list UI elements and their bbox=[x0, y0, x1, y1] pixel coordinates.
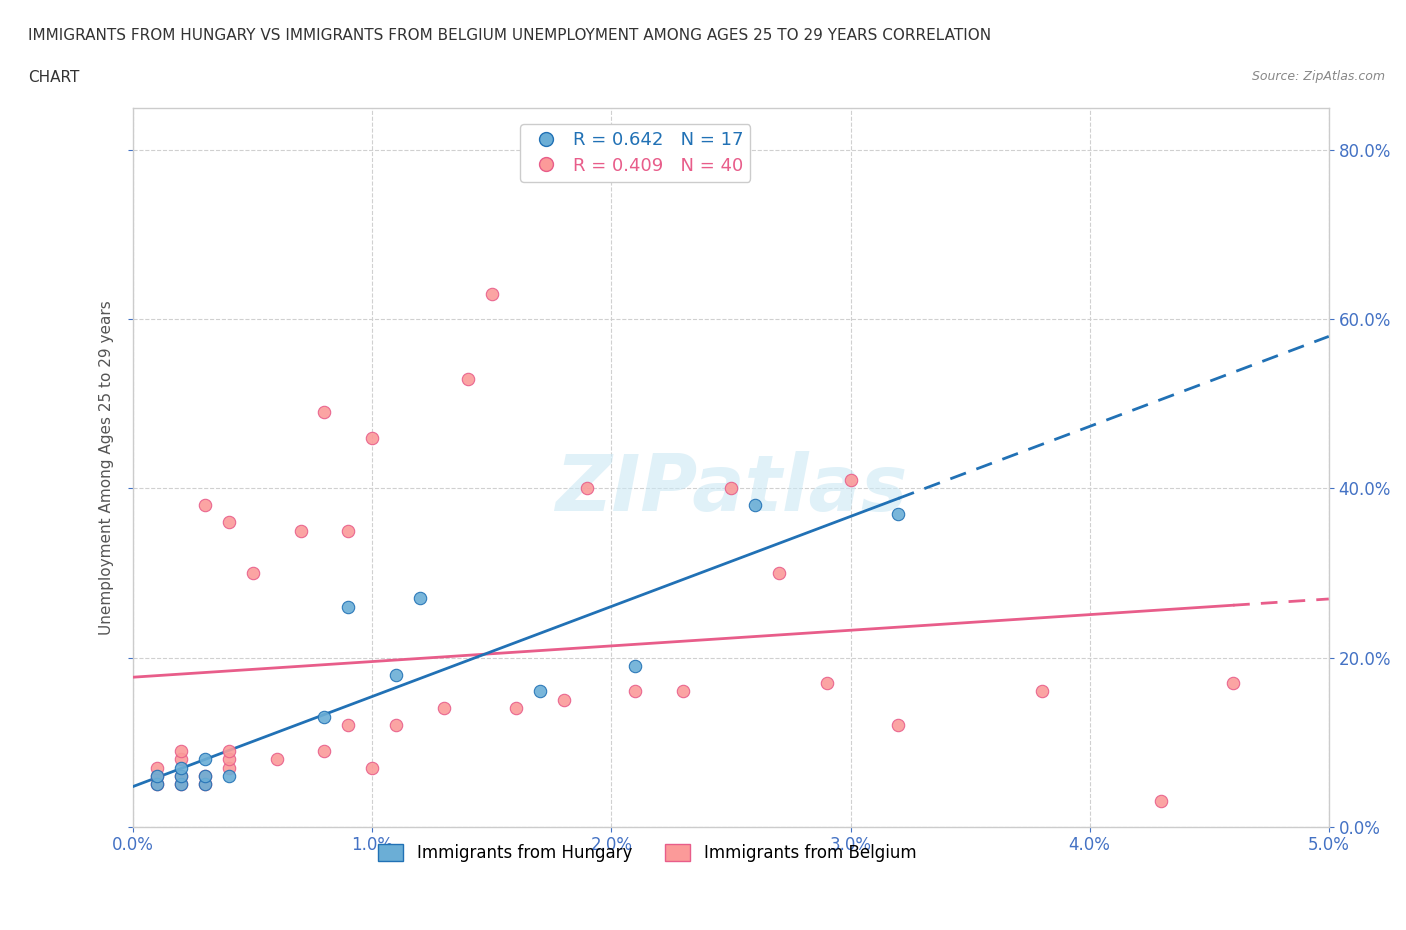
Point bbox=[624, 658, 647, 673]
Point bbox=[433, 701, 456, 716]
Point bbox=[266, 751, 288, 766]
Point bbox=[314, 405, 336, 419]
Point bbox=[815, 675, 838, 690]
Point bbox=[194, 768, 217, 783]
Point bbox=[218, 751, 240, 766]
Point bbox=[337, 600, 360, 615]
Point bbox=[361, 760, 384, 775]
Point bbox=[242, 565, 264, 580]
Point bbox=[887, 718, 910, 733]
Point bbox=[194, 777, 217, 791]
Point bbox=[457, 371, 479, 386]
Point bbox=[194, 777, 217, 791]
Point bbox=[361, 431, 384, 445]
Point bbox=[146, 777, 169, 791]
Point bbox=[839, 472, 862, 487]
Text: IMMIGRANTS FROM HUNGARY VS IMMIGRANTS FROM BELGIUM UNEMPLOYMENT AMONG AGES 25 TO: IMMIGRANTS FROM HUNGARY VS IMMIGRANTS FR… bbox=[28, 28, 991, 43]
Point bbox=[170, 760, 193, 775]
Y-axis label: Unemployment Among Ages 25 to 29 years: Unemployment Among Ages 25 to 29 years bbox=[100, 300, 114, 635]
Point bbox=[768, 565, 790, 580]
Point bbox=[1222, 675, 1244, 690]
Point bbox=[529, 684, 551, 698]
Text: ZIPatlas: ZIPatlas bbox=[555, 451, 907, 527]
Point bbox=[505, 701, 527, 716]
Point bbox=[146, 768, 169, 783]
Point bbox=[553, 693, 575, 708]
Point bbox=[170, 751, 193, 766]
Point bbox=[170, 777, 193, 791]
Legend: Immigrants from Hungary, Immigrants from Belgium: Immigrants from Hungary, Immigrants from… bbox=[371, 837, 922, 869]
Point bbox=[624, 684, 647, 698]
Point bbox=[170, 768, 193, 783]
Point bbox=[314, 743, 336, 758]
Point bbox=[194, 498, 217, 512]
Point bbox=[1150, 794, 1173, 809]
Point bbox=[385, 718, 408, 733]
Point bbox=[409, 591, 432, 605]
Point bbox=[576, 481, 599, 496]
Point bbox=[314, 710, 336, 724]
Point bbox=[218, 515, 240, 530]
Point bbox=[218, 743, 240, 758]
Point bbox=[337, 718, 360, 733]
Point bbox=[887, 507, 910, 522]
Point bbox=[170, 768, 193, 783]
Point bbox=[146, 760, 169, 775]
Text: CHART: CHART bbox=[28, 70, 80, 85]
Point bbox=[194, 768, 217, 783]
Point bbox=[385, 667, 408, 682]
Point bbox=[744, 498, 766, 512]
Point bbox=[1031, 684, 1053, 698]
Point bbox=[194, 751, 217, 766]
Point bbox=[290, 524, 312, 538]
Point bbox=[146, 768, 169, 783]
Point bbox=[672, 684, 695, 698]
Point bbox=[720, 481, 742, 496]
Point bbox=[146, 777, 169, 791]
Point bbox=[218, 760, 240, 775]
Point bbox=[170, 743, 193, 758]
Point bbox=[170, 777, 193, 791]
Text: Source: ZipAtlas.com: Source: ZipAtlas.com bbox=[1251, 70, 1385, 83]
Point bbox=[481, 286, 503, 301]
Point bbox=[337, 524, 360, 538]
Point bbox=[218, 768, 240, 783]
